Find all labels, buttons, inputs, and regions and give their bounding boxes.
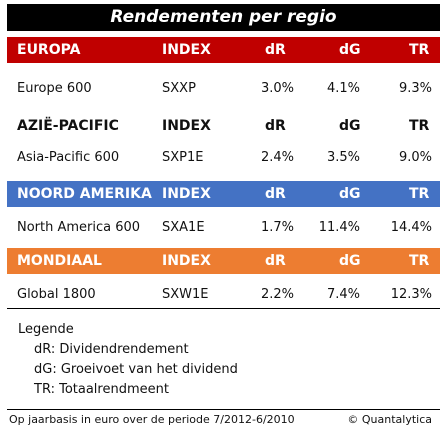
dr-value: 2.4%: [260, 150, 294, 165]
section-header-mondiaal: MONDIAAL INDEX dR dG TR: [7, 248, 440, 274]
table-row: Europe 600 SXXP 3.0% 4.1% 9.3%: [7, 76, 440, 102]
legend-item-tr: TR: Totaalrendmeent: [34, 382, 169, 397]
dg-value: 3.5%: [326, 150, 360, 165]
period-note: Op jaarbasis in euro over de periode 7/2…: [9, 413, 295, 426]
footer: Op jaarbasis in euro over de periode 7/2…: [7, 409, 440, 432]
region-label: AZIË-PACIFIC: [17, 118, 119, 134]
tr-value: 14.4%: [390, 220, 432, 235]
region-label: EUROPA: [17, 42, 81, 58]
dr-header: dR: [265, 186, 286, 202]
section-header-azie-pacific: AZIË-PACIFIC INDEX dR dG TR: [7, 113, 440, 139]
dr-value: 1.7%: [260, 220, 294, 235]
dg-header: dG: [339, 186, 361, 202]
index-code: SXXP: [162, 81, 196, 96]
table-row: Asia-Pacific 600 SXP1E 2.4% 3.5% 9.0%: [7, 145, 440, 171]
section-header-noord-amerika: NOORD AMERIKA INDEX dR dG TR: [7, 181, 440, 207]
table-title: Rendementen per regio: [7, 4, 440, 31]
dg-value: 7.4%: [326, 287, 360, 302]
dr-value: 3.0%: [260, 81, 294, 96]
index-header: INDEX: [162, 186, 211, 202]
index-name: Europe 600: [17, 81, 92, 96]
region-label: NOORD AMERIKA: [17, 186, 152, 202]
dr-header: dR: [265, 253, 286, 269]
table-row: North America 600 SXA1E 1.7% 11.4% 14.4%: [7, 215, 440, 241]
legend-item-dr: dR: Dividendrendement: [34, 342, 189, 357]
tr-header: TR: [409, 42, 430, 58]
dg-header: dG: [339, 118, 361, 134]
dg-value: 11.4%: [318, 220, 360, 235]
index-header: INDEX: [162, 253, 211, 269]
dr-header: dR: [265, 118, 286, 134]
tr-header: TR: [409, 118, 430, 134]
tr-value: 9.3%: [398, 81, 432, 96]
legend-item-dg: dG: Groeivoet van het dividend: [34, 362, 238, 377]
legend-heading: Legende: [18, 322, 74, 337]
tr-value: 9.0%: [398, 150, 432, 165]
index-header: INDEX: [162, 42, 211, 58]
index-code: SXW1E: [162, 287, 209, 302]
table-row: Global 1800 SXW1E 2.2% 7.4% 12.3%: [7, 282, 440, 309]
region-label: MONDIAAL: [17, 253, 102, 269]
index-code: SXA1E: [162, 220, 205, 235]
tr-value: 12.3%: [390, 287, 432, 302]
dr-value: 2.2%: [260, 287, 294, 302]
dg-header: dG: [339, 253, 361, 269]
index-name: North America 600: [17, 220, 141, 235]
tr-header: TR: [409, 186, 430, 202]
dg-header: dG: [339, 42, 361, 58]
index-name: Asia-Pacific 600: [17, 150, 120, 165]
copyright: © Quantalytica: [347, 413, 432, 426]
legend: Legende dR: Dividendrendement dG: Groeiv…: [18, 320, 238, 400]
section-header-europa: EUROPA INDEX dR dG TR: [7, 37, 440, 63]
index-header: INDEX: [162, 118, 211, 134]
dg-value: 4.1%: [326, 81, 360, 96]
dr-header: dR: [265, 42, 286, 58]
tr-header: TR: [409, 253, 430, 269]
index-name: Global 1800: [17, 287, 96, 302]
index-code: SXP1E: [162, 150, 204, 165]
